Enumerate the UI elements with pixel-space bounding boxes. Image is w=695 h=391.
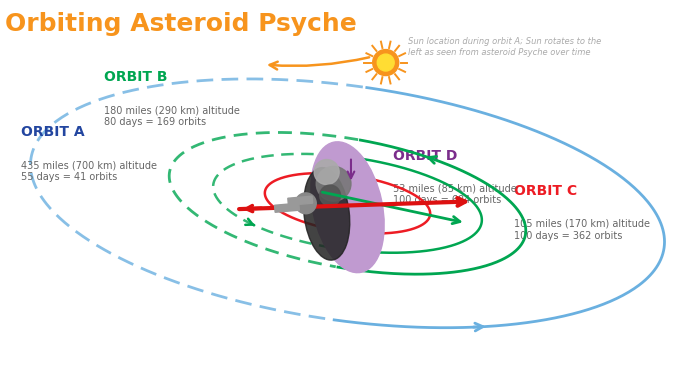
Text: 435 miles (700 km) altitude
55 days = 41 orbits: 435 miles (700 km) altitude 55 days = 41…	[21, 160, 157, 182]
Text: Sun location during orbit A; Sun rotates to the
left as seen from asteroid Psych: Sun location during orbit A; Sun rotates…	[408, 37, 601, 57]
Bar	[275, 203, 300, 212]
Bar	[288, 196, 313, 205]
Circle shape	[316, 167, 351, 201]
Circle shape	[295, 193, 316, 214]
Circle shape	[377, 54, 394, 71]
Text: ORBIT B: ORBIT B	[104, 70, 167, 84]
Text: ORBIT D: ORBIT D	[393, 149, 457, 163]
Circle shape	[320, 185, 341, 206]
Ellipse shape	[311, 142, 384, 273]
Circle shape	[373, 50, 399, 75]
Text: 53 miles (85 km) altitude
100 days = 684 orbits: 53 miles (85 km) altitude 100 days = 684…	[393, 184, 516, 205]
Circle shape	[314, 160, 339, 185]
Text: ORBIT A: ORBIT A	[21, 125, 85, 139]
Text: ORBIT C: ORBIT C	[514, 184, 578, 198]
Text: 180 miles (290 km) altitude
80 days = 169 orbits: 180 miles (290 km) altitude 80 days = 16…	[104, 106, 240, 127]
Text: Orbiting Asteroid Psyche: Orbiting Asteroid Psyche	[5, 12, 357, 36]
Text: 105 miles (170 km) altitude
100 days = 362 orbits: 105 miles (170 km) altitude 100 days = 3…	[514, 219, 651, 240]
Ellipse shape	[304, 168, 350, 260]
